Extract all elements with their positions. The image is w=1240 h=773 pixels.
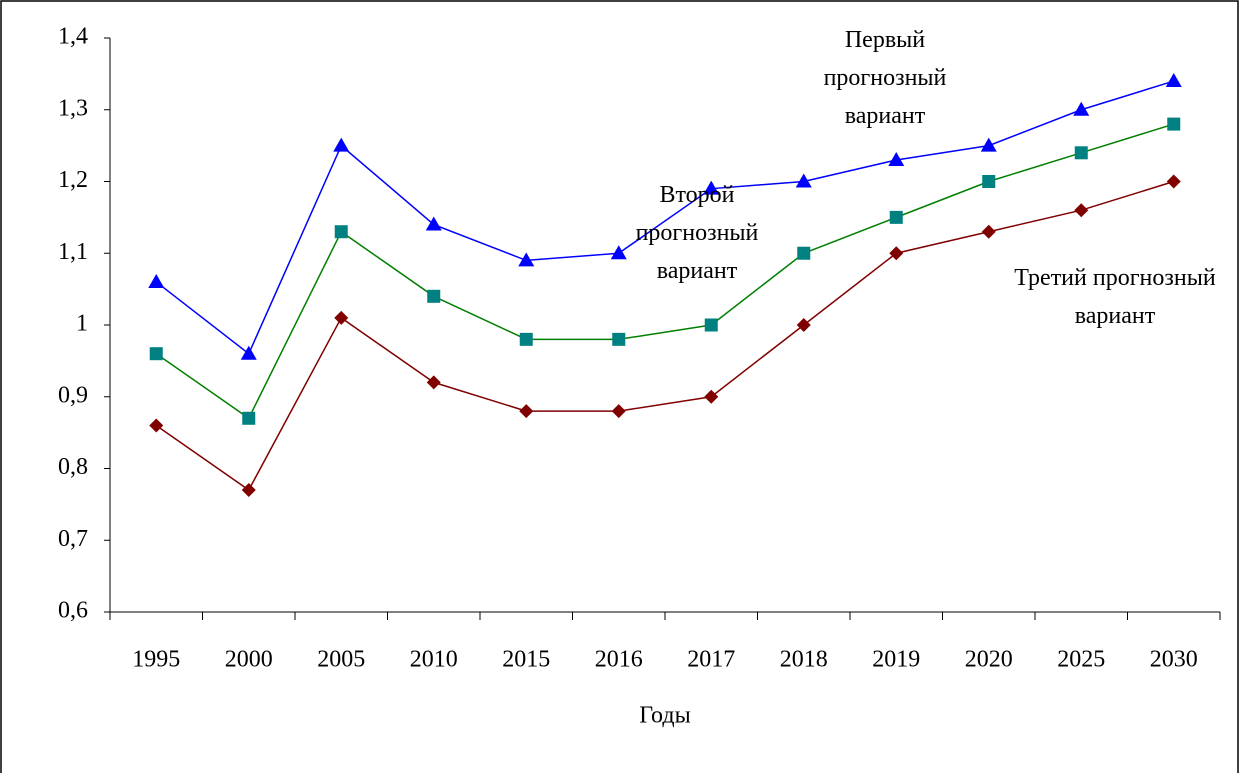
x-tick-label: 2030 [1150, 647, 1198, 673]
x-tick-label: 2015 [502, 647, 550, 673]
marker [611, 404, 626, 419]
y-tick-label: 1,1 [58, 239, 88, 265]
x-tick-label: 2020 [965, 647, 1013, 673]
marker [333, 137, 350, 152]
x-tick-label: 2017 [687, 647, 735, 673]
marker [889, 210, 903, 224]
x-tick-label: 2005 [317, 647, 365, 673]
marker [1167, 117, 1181, 131]
series-label: Второй прогнозный вариант [635, 182, 759, 284]
x-tick-label: 2018 [780, 647, 828, 673]
marker [518, 252, 535, 267]
series-line [155, 180, 1174, 492]
marker [1073, 101, 1090, 116]
marker [704, 389, 719, 404]
marker [427, 289, 441, 303]
y-tick-label: 1,4 [58, 24, 88, 50]
y-tick-label: 0,9 [58, 382, 88, 408]
marker [795, 173, 812, 188]
marker [982, 175, 996, 188]
marker [149, 347, 163, 361]
series-label: Первый прогнозный вариант [823, 27, 947, 129]
x-axis-label: Годы [639, 703, 690, 729]
y-tick-label: 0,6 [58, 598, 88, 624]
y-tick-label: 1,2 [58, 167, 88, 193]
marker [240, 345, 257, 360]
marker [796, 318, 811, 332]
marker [241, 483, 256, 498]
marker [242, 411, 256, 425]
series-line [155, 80, 1174, 355]
marker [610, 245, 627, 260]
marker [334, 310, 349, 325]
marker [1074, 203, 1089, 218]
marker [426, 375, 441, 390]
x-tick-label: 2016 [595, 647, 643, 673]
x-tick-label: 2000 [225, 647, 273, 673]
y-tick-label: 1 [76, 311, 88, 337]
y-tick-label: 0,8 [58, 454, 88, 480]
marker [981, 224, 996, 239]
marker [519, 332, 533, 346]
marker [703, 180, 720, 195]
marker [888, 151, 905, 166]
series-line [155, 123, 1174, 420]
marker [889, 246, 904, 261]
y-tick-label: 1,3 [58, 95, 88, 121]
x-tick-label: 2010 [410, 647, 458, 673]
x-tick-label: 1995 [132, 647, 180, 673]
series-label: Третий прогнозный вариант [1014, 265, 1216, 329]
x-tick-label: 2025 [1057, 647, 1105, 673]
marker [704, 318, 718, 332]
marker [519, 404, 534, 419]
marker [148, 273, 165, 288]
marker [1074, 146, 1088, 160]
x-tick-label: 2019 [872, 647, 920, 673]
y-tick-label: 0,7 [58, 526, 88, 552]
marker [980, 137, 997, 152]
marker [334, 225, 348, 239]
marker [1166, 174, 1181, 189]
marker [1165, 73, 1182, 88]
marker [612, 332, 626, 346]
marker [797, 246, 811, 260]
marker [425, 216, 442, 231]
marker [149, 418, 164, 433]
